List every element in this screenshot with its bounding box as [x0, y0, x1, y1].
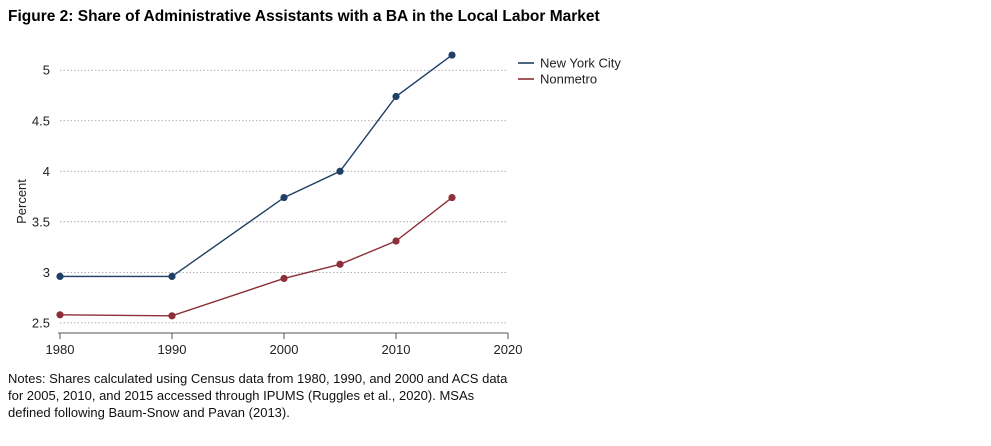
- x-tick-label: 1980: [46, 342, 75, 357]
- data-point: [448, 193, 456, 202]
- data-point: [56, 311, 64, 319]
- data-point: [56, 272, 64, 280]
- y-tick-label: 2.5: [32, 315, 50, 330]
- legend-label: Nonmetro: [540, 72, 597, 87]
- tick-labels: 2.5 3 3.5 4 4.5 5 1980 1990 2000 2010 2020: [32, 63, 523, 357]
- x-tick-label: 2010: [382, 342, 411, 357]
- x-tick-label: 2000: [270, 342, 299, 357]
- y-axis-label: Percent: [14, 179, 29, 224]
- data-point: [448, 51, 456, 59]
- series-layer: [56, 51, 456, 320]
- data-point: [280, 274, 288, 283]
- data-point: [280, 193, 288, 202]
- y-tick-label: 4.5: [32, 113, 50, 128]
- chart-notes: Notes: Shares calculated using Census da…: [8, 371, 508, 420]
- data-point: [392, 237, 400, 245]
- x-tick-label: 2020: [494, 342, 523, 357]
- data-point: [168, 272, 176, 280]
- data-point: [336, 260, 344, 268]
- axes: [58, 332, 509, 339]
- data-point: [168, 312, 176, 320]
- gridlines: [60, 69, 508, 324]
- series-line-0: [60, 54, 453, 278]
- y-tick-label: 3: [43, 265, 50, 280]
- legend-label: New York City: [540, 56, 621, 71]
- y-tick-label: 5: [43, 63, 50, 78]
- data-point: [336, 167, 344, 175]
- series-line-1: [59, 197, 453, 317]
- data-point: [392, 92, 400, 101]
- chart-title: Figure 2: Share of Administrative Assist…: [8, 8, 600, 25]
- x-tick-label: 1990: [158, 342, 187, 357]
- y-tick-label: 3.5: [32, 214, 50, 229]
- y-tick-label: 4: [43, 164, 50, 179]
